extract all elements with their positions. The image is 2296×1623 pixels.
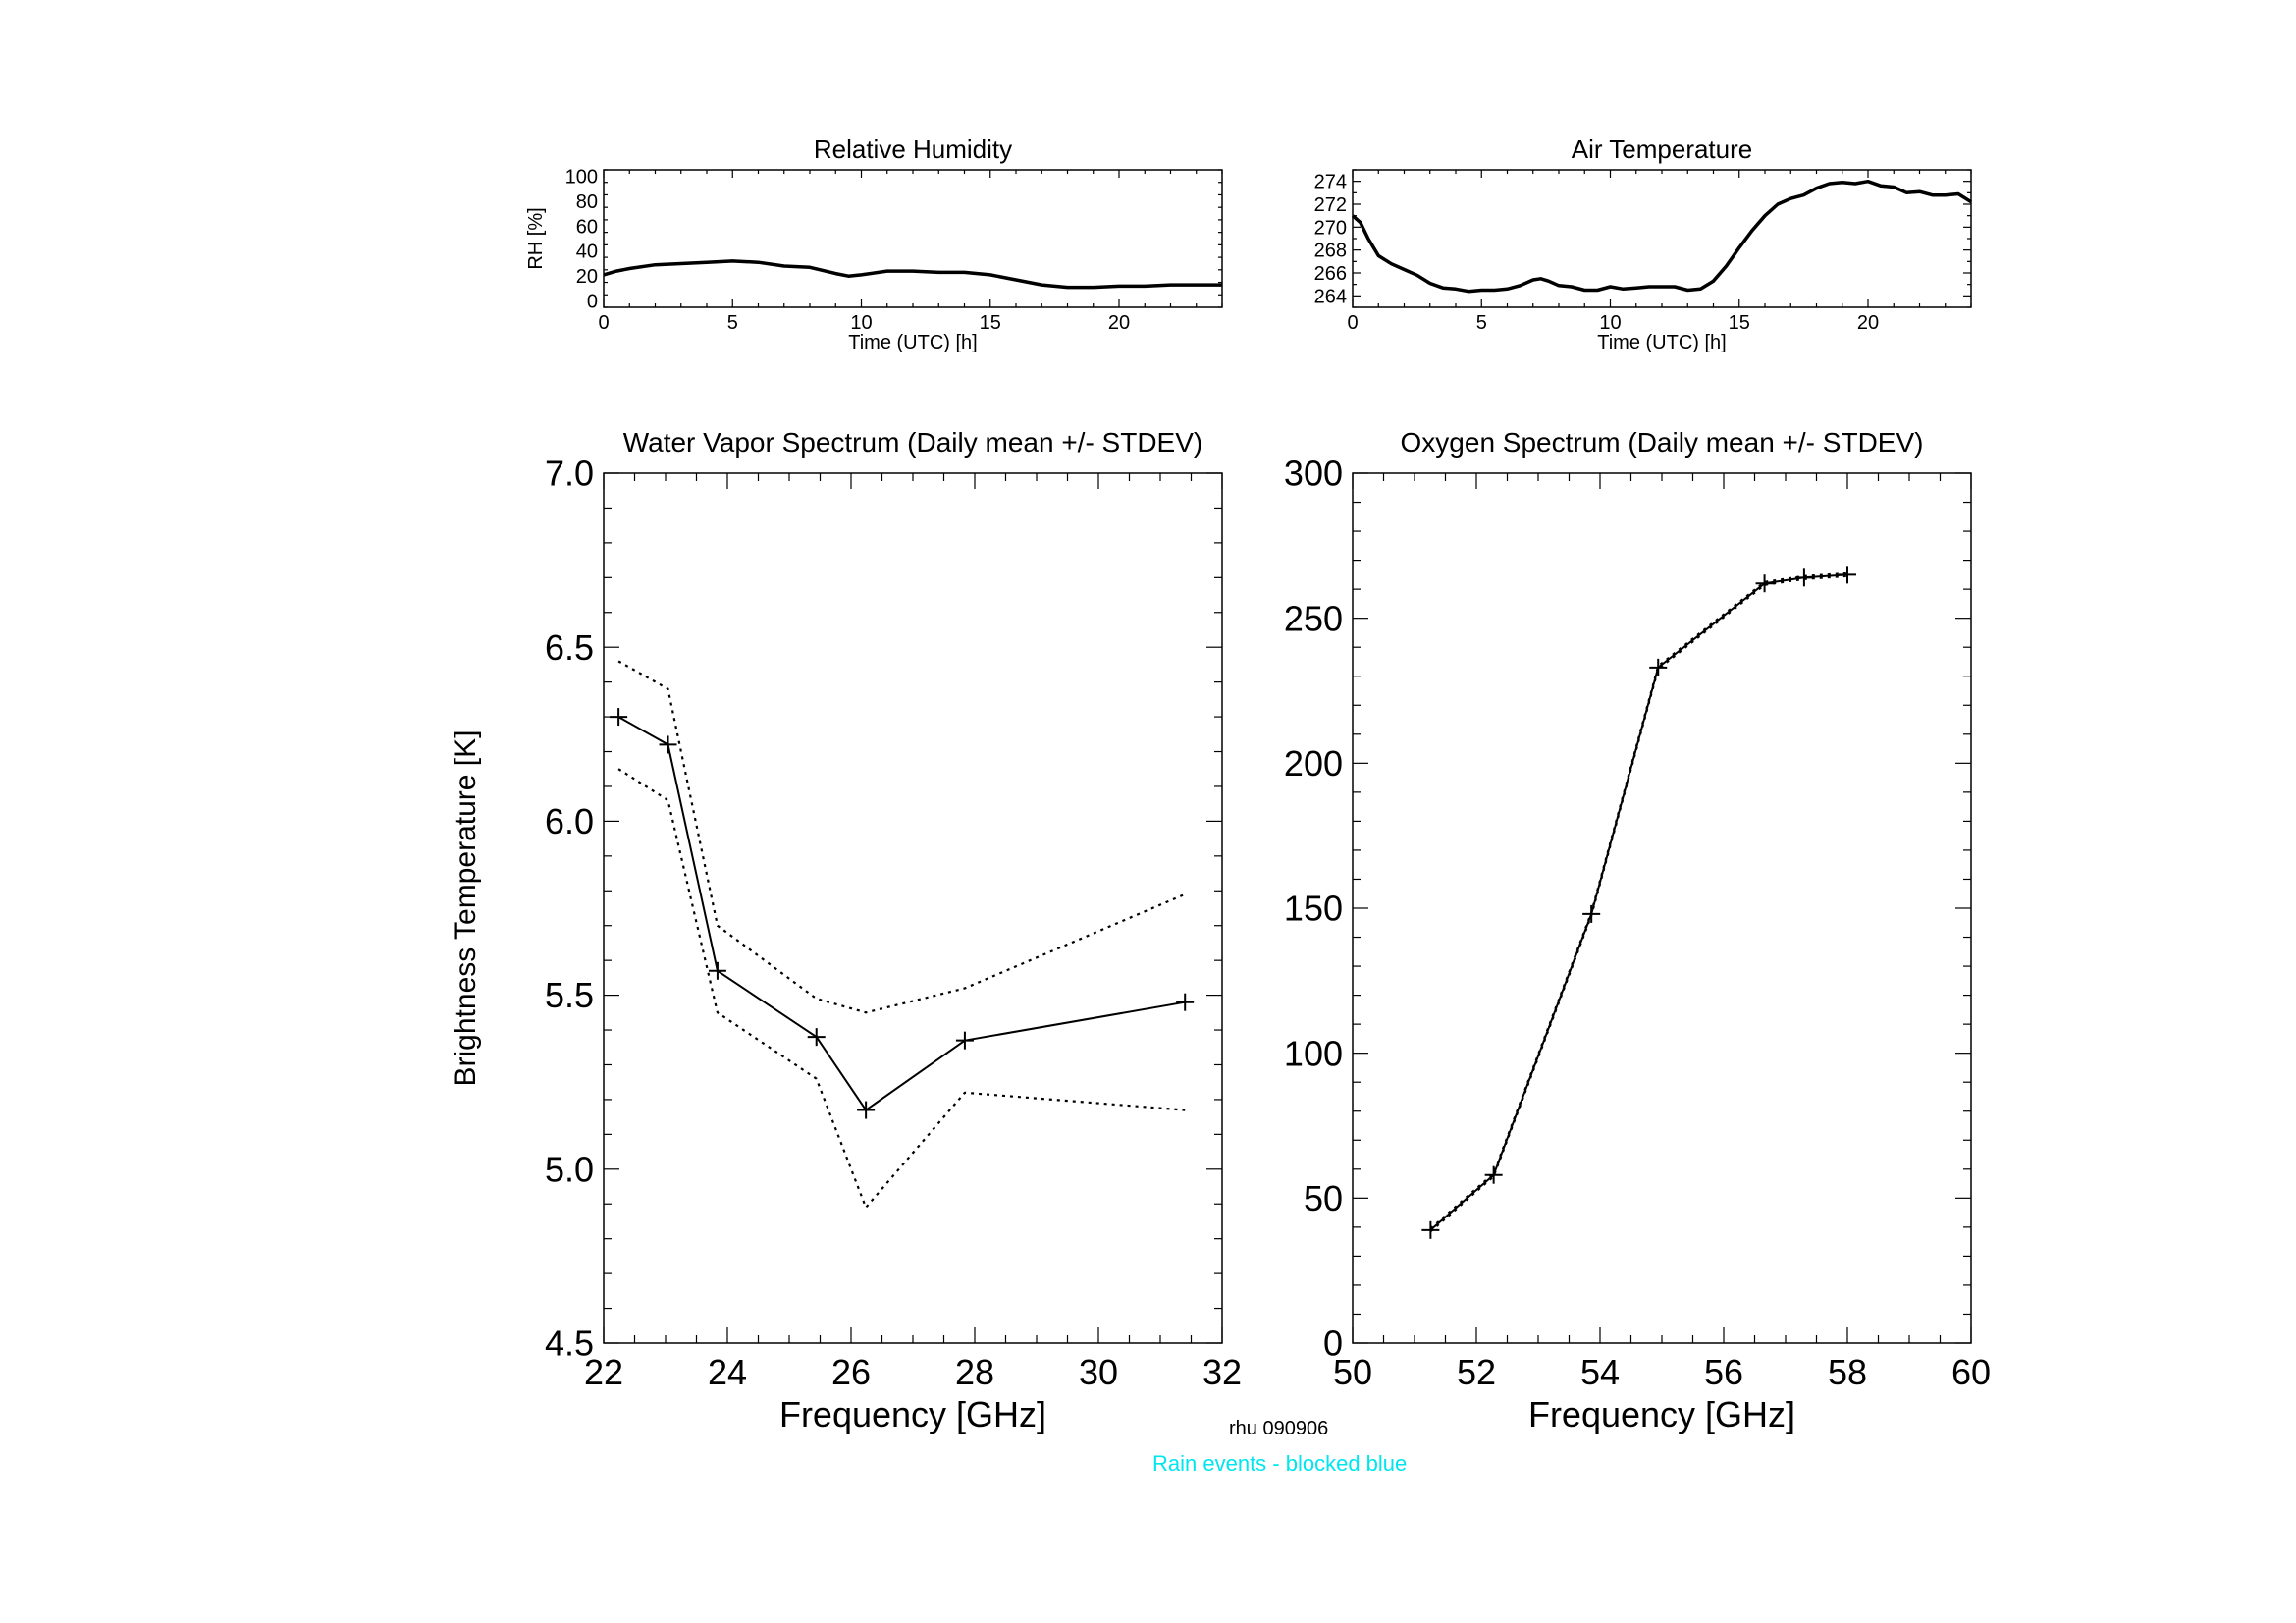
data-point-marker — [1484, 1165, 1503, 1184]
x-tick-label: 0 — [1347, 312, 1358, 334]
y-tick-label: 7.0 — [545, 454, 594, 494]
data-point-marker — [1649, 658, 1668, 676]
chart-title: Oxygen Spectrum (Daily mean +/- STDEV) — [1401, 427, 1924, 458]
stdev-line — [617, 768, 1186, 1209]
chart-title: Water Vapor Spectrum (Daily mean +/- STD… — [623, 427, 1203, 458]
chart-wv: 4.5 5.0 5.5 6.0 6.5 7.0 22 24 26 28 30 32 Water Vapo… — [450, 427, 1242, 1434]
series-line — [603, 259, 1222, 290]
y-tick-label: 6.5 — [545, 627, 594, 668]
y-tick-label: 266 — [1314, 263, 1347, 285]
x-tick-label: 10 — [1599, 312, 1621, 334]
y-tick-label: 80 — [576, 191, 598, 213]
series-line — [1351, 179, 1972, 294]
x-tick-label: 32 — [1202, 1352, 1242, 1392]
y-tick-label: 5.5 — [545, 975, 594, 1015]
y-tick-label: 4.5 — [545, 1324, 594, 1364]
x-tick-label: 60 — [1951, 1352, 1991, 1392]
plot-frame — [603, 472, 1223, 1344]
series-line — [1429, 573, 1848, 1231]
data-point-marker — [610, 708, 628, 727]
stdev-line — [617, 660, 1186, 1014]
y-tick-label: 270 — [1314, 217, 1347, 239]
x-tick-label: 30 — [1079, 1352, 1118, 1392]
data-point-marker — [659, 735, 677, 754]
y-tick-label: 40 — [576, 242, 598, 263]
data-point-marker — [807, 1028, 826, 1047]
y-tick-label: 250 — [1284, 598, 1343, 638]
x-tick-label: 0 — [598, 312, 609, 334]
stdev-line — [1429, 574, 1848, 1233]
x-axis-label: Frequency [GHz] — [779, 1394, 1046, 1434]
data-point-marker — [857, 1101, 876, 1119]
x-tick-label: 10 — [850, 312, 872, 334]
plot-frame — [1352, 472, 1972, 1344]
x-axis-label: Time (UTC) [h] — [1597, 332, 1726, 353]
y-tick-label: 272 — [1314, 194, 1347, 216]
data-point-marker — [1176, 993, 1195, 1011]
x-tick-label: 15 — [1729, 312, 1750, 334]
x-tick-label: 26 — [831, 1352, 871, 1392]
x-tick-label: 28 — [955, 1352, 994, 1392]
x-tick-label: 20 — [1857, 312, 1879, 334]
y-tick-label: 20 — [576, 266, 598, 288]
y-tick-label: 100 — [1284, 1033, 1343, 1073]
x-tick-label: 5 — [1476, 312, 1487, 334]
y-tick-label: 200 — [1284, 743, 1343, 784]
data-point-marker — [1421, 1220, 1440, 1239]
y-axis-label: Brightness Temperature [K] — [450, 730, 482, 1087]
chart-title: Relative Humidity — [814, 135, 1012, 164]
rain-events-note: Rain events - blocked blue — [1152, 1451, 1408, 1476]
stdev-line — [1429, 571, 1848, 1230]
y-tick-label: 264 — [1314, 286, 1347, 307]
data-point-marker — [955, 1031, 974, 1050]
x-axis-label: Frequency [GHz] — [1528, 1394, 1795, 1434]
x-tick-label: 50 — [1333, 1352, 1372, 1392]
y-tick-label: 300 — [1284, 454, 1343, 494]
y-tick-label: 100 — [565, 166, 598, 188]
x-tick-label: 22 — [584, 1352, 623, 1392]
y-tick-label: 5.0 — [545, 1149, 594, 1189]
y-tick-label: 150 — [1284, 889, 1343, 929]
chart-title: Air Temperature — [1572, 135, 1753, 164]
x-axis-label: Time (UTC) [h] — [848, 332, 977, 353]
x-tick-label: 58 — [1828, 1352, 1867, 1392]
x-tick-label: 20 — [1108, 312, 1130, 334]
chart-rh: 0 20 40 60 80 100 0 5 10 15 20 Relative Humidity Tim… — [525, 135, 1223, 353]
y-tick-label: 50 — [1304, 1178, 1343, 1218]
y-tick-label: 60 — [576, 216, 598, 238]
x-tick-label: 24 — [708, 1352, 747, 1392]
x-tick-label: 15 — [980, 312, 1001, 334]
y-tick-label: 268 — [1314, 241, 1347, 262]
data-point-marker — [1839, 566, 1856, 584]
data-point-marker — [1755, 574, 1774, 593]
y-tick-label: 274 — [1314, 172, 1347, 193]
y-tick-label: 6.0 — [545, 801, 594, 841]
x-tick-label: 52 — [1457, 1352, 1496, 1392]
x-tick-label: 5 — [727, 312, 738, 334]
dataset-id-label: rhu 090906 — [1229, 1418, 1329, 1439]
series-line — [617, 716, 1186, 1111]
y-tick-label: 0 — [1323, 1324, 1343, 1364]
x-tick-label: 54 — [1580, 1352, 1620, 1392]
y-axis-label: RH [%] — [525, 207, 547, 269]
y-tick-label: 0 — [587, 292, 598, 313]
data-point-marker — [708, 961, 726, 980]
x-tick-label: 56 — [1704, 1352, 1743, 1392]
